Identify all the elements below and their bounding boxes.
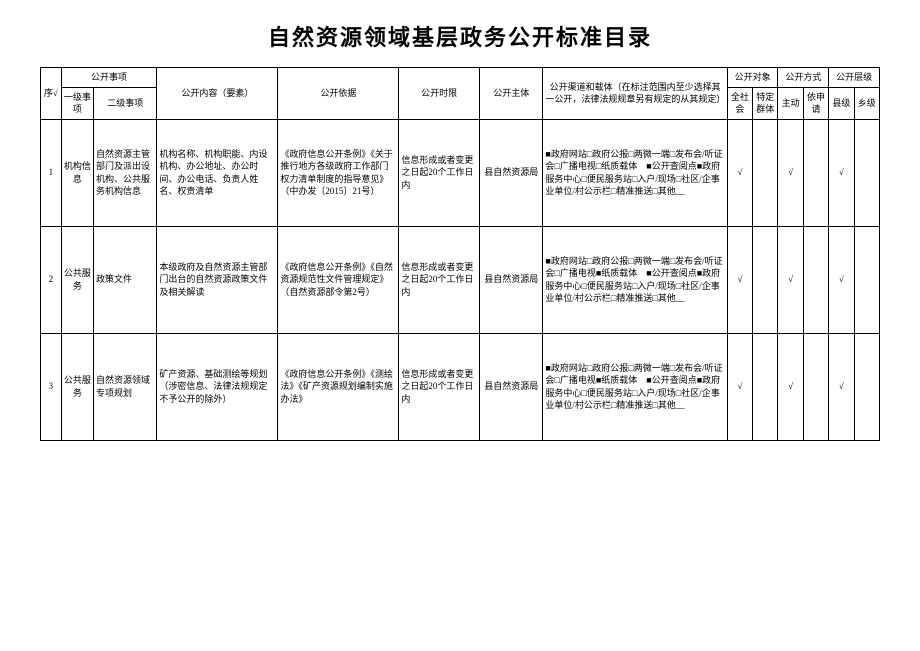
cell-active: √ [778,119,803,226]
cell-content: 机构名称、机构职能、内设机构、办公地址、办公时间、办公电话、负责人姓名、权责清单 [157,119,278,226]
cell-channel: ■政府网站□政府公报□两微一端□发布会/听证会□广播电视■纸质载体 ■公开查阅点… [543,333,727,440]
cell-lv2: 政策文件 [94,226,157,333]
cell-content: 本级政府及自然资源主管部门出台的自然资源政策文件及相关解读 [157,226,278,333]
header-society: 全社会 [727,87,752,119]
cell-group [753,333,778,440]
cell-basis: 《政府信息公开条例》《关于推行地方各级政府工作部门权力清单制度的指导意见》（中办… [278,119,399,226]
cell-group [753,226,778,333]
cell-basis: 《政府信息公开条例》《自然资源规范性文件管理规定》（自然资源部令第2号） [278,226,399,333]
header-channel: 公开渠道和载体（在标注范围内至少选择其一公开，法律法规规章另有规定的从其规定） [543,68,727,120]
header-lv2: 二级事项 [94,87,157,119]
header-seq: 序√ [41,68,62,120]
header-method: 公开方式 [778,68,829,88]
cell-lv1: 机构信息 [61,119,93,226]
cell-timelimit: 信息形成或者变更之日起20个工作日内 [399,119,480,226]
cell-lv1: 公共服务 [61,333,93,440]
header-active: 主动 [778,87,803,119]
cell-channel: ■政府网站□政府公报□两微一端□发布会/听证会□广播电视■纸质载体 ■公开查阅点… [543,226,727,333]
cell-seq: 2 [41,226,62,333]
header-county: 县级 [829,87,854,119]
header-township: 乡级 [854,87,879,119]
cell-society: √ [727,333,752,440]
cell-township [854,226,879,333]
cell-subject: 县自然资源局 [480,119,543,226]
cell-township [854,333,879,440]
cell-timelimit: 信息形成或者变更之日起20个工作日内 [399,333,480,440]
cell-township [854,119,879,226]
header-group: 特定群体 [753,87,778,119]
table-row: 3 公共服务 自然资源领域专项规划 矿产资源、基础测绘等规划（涉密信息、法律法规… [41,333,880,440]
cell-timelimit: 信息形成或者变更之日起20个工作日内 [399,226,480,333]
cell-channel: ■政府网站□政府公报□两微一端□发布会/听证会□广播电视□纸质载体 ■公开查阅点… [543,119,727,226]
cell-active: √ [778,333,803,440]
header-lv1: 一级事项 [61,87,93,119]
cell-county: √ [829,333,854,440]
cell-onrequest [803,226,828,333]
table-row: 1 机构信息 自然资源主管部门及派出设机构、公共服务机构信息 机构名称、机构职能… [41,119,880,226]
cell-onrequest [803,333,828,440]
cell-lv1: 公共服务 [61,226,93,333]
cell-content: 矿产资源、基础测绘等规划（涉密信息、法律法规规定不予公开的除外） [157,333,278,440]
page-title: 自然资源领域基层政务公开标准目录 [40,20,880,52]
cell-seq: 1 [41,119,62,226]
cell-basis: 《政府信息公开条例》《测绘法》《矿产资源规划编制实施办法》 [278,333,399,440]
header-matter: 公开事项 [61,68,157,88]
cell-subject: 县自然资源局 [480,226,543,333]
header-subject: 公开主体 [480,68,543,120]
cell-active: √ [778,226,803,333]
cell-county: √ [829,226,854,333]
cell-county: √ [829,119,854,226]
cell-subject: 县自然资源局 [480,333,543,440]
header-content: 公开内容（要素） [157,68,278,120]
cell-seq: 3 [41,333,62,440]
header-onrequest: 依申请 [803,87,828,119]
cell-lv2: 自然资源主管部门及派出设机构、公共服务机构信息 [94,119,157,226]
cell-lv2: 自然资源领域专项规划 [94,333,157,440]
cell-group [753,119,778,226]
disclosure-table: 序√ 公开事项 公开内容（要素） 公开依据 公开时限 公开主体 公开渠道和载体（… [40,67,880,441]
header-basis: 公开依据 [278,68,399,120]
header-level: 公开层级 [829,68,880,88]
header-audience: 公开对象 [727,68,778,88]
cell-society: √ [727,119,752,226]
table-row: 2 公共服务 政策文件 本级政府及自然资源主管部门出台的自然资源政策文件及相关解… [41,226,880,333]
cell-onrequest [803,119,828,226]
cell-society: √ [727,226,752,333]
header-timelimit: 公开时限 [399,68,480,120]
